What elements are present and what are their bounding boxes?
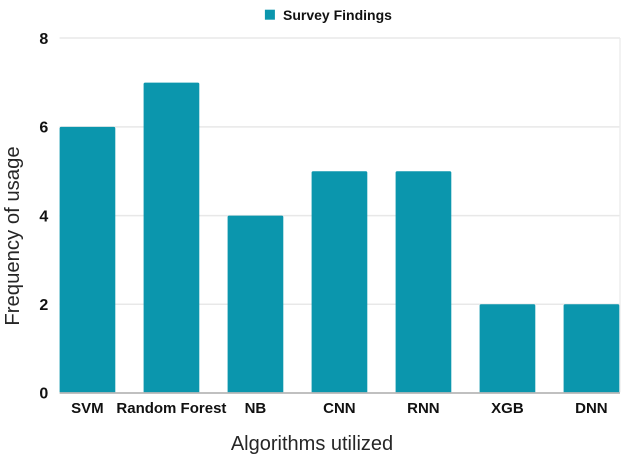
svg-text:Random Forest: Random Forest <box>116 400 226 417</box>
svg-text:2: 2 <box>39 297 48 314</box>
svg-text:DNN: DNN <box>575 400 608 417</box>
svg-text:6: 6 <box>39 120 48 137</box>
svg-text:CNN: CNN <box>323 400 356 417</box>
svg-text:Frequency of usage: Frequency of usage <box>2 146 24 325</box>
svg-text:Algorithms utilized: Algorithms utilized <box>231 433 393 455</box>
svg-text:8: 8 <box>39 31 48 48</box>
svg-text:0: 0 <box>39 385 48 402</box>
svg-text:NB: NB <box>245 400 267 417</box>
svg-text:Survey Findings: Survey Findings <box>283 7 392 23</box>
svg-text:XGB: XGB <box>491 400 524 417</box>
svg-text:RNN: RNN <box>407 400 440 417</box>
svg-text:4: 4 <box>39 208 48 225</box>
svg-text:SVM: SVM <box>71 400 104 417</box>
